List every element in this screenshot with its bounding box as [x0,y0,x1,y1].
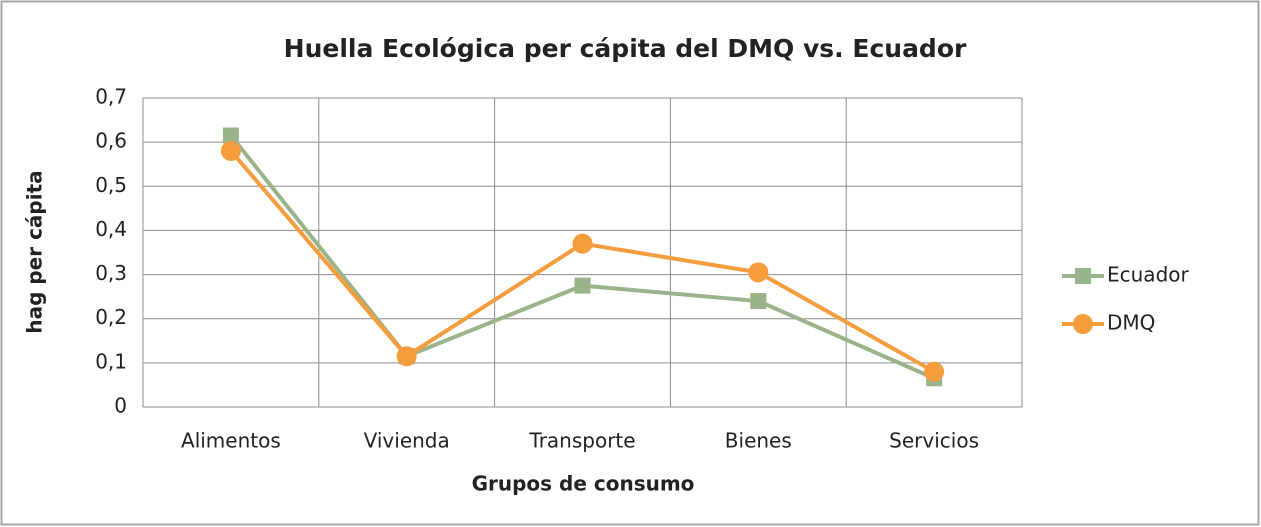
point [1075,268,1091,284]
x-tick-label: Bienes [725,429,792,453]
x-tick-label: Alimentos [181,429,281,453]
point [220,140,241,161]
y-tick-label: 0,7 [95,85,127,109]
point [1073,314,1093,334]
legend-label: DMQ [1107,311,1155,335]
x-axis-label: Grupos de consumo [472,472,695,496]
point [748,262,769,283]
y-tick-label: 0,4 [95,217,127,241]
y-tick-label: 0,1 [95,349,127,373]
point [396,346,417,367]
point [572,233,593,254]
point [750,293,767,310]
x-tick-label: Servicios [889,429,979,453]
chart-title: Huella Ecológica per cápita del DMQ vs. … [284,34,967,63]
x-tick-label: Vivienda [364,429,450,453]
y-tick-label: 0,5 [95,173,127,197]
y-axis-label: hag per cápita [23,170,47,333]
x-tick-label: Transporte [528,429,635,453]
point [222,127,239,144]
y-tick-label: 0,2 [95,305,127,329]
y-tick-label: 0,3 [95,261,127,285]
legend-label: Ecuador [1107,263,1189,287]
point [574,277,591,294]
point [924,361,945,382]
y-tick-label: 0,6 [95,129,127,153]
y-tick-label: 0 [114,394,127,418]
